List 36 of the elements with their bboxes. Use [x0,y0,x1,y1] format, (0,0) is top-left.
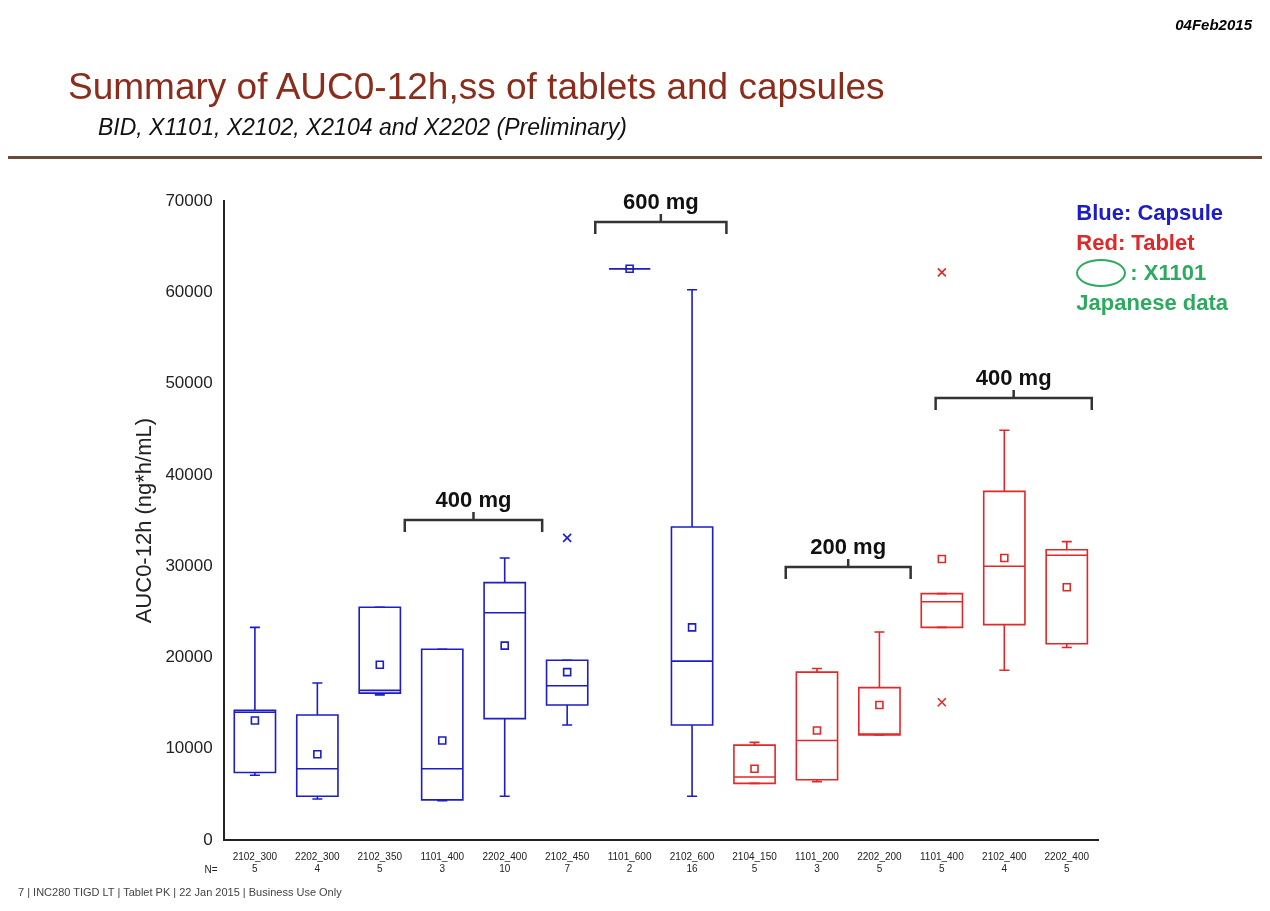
text: 04Feb2015 [1175,16,1252,33]
text: N= [204,863,218,875]
text: Red: Tablet [1076,229,1196,257]
annotation: 400 mg [435,487,512,513]
x-tick-label: 2202_400 5 [1044,850,1090,874]
annotation: Japanese data [1076,289,1228,317]
x-tick-label: 1101_200 3 [795,850,840,874]
y-tick-label: 50000 [165,373,213,393]
x-tick-label: 2202_200 5 [857,850,903,874]
y-tick-label: 0 [203,829,213,849]
x-tick-label: 2102_450 7 [544,850,590,874]
annotation: 400 mg [975,365,1052,391]
x-tick-label: 1101_400 3 [420,850,465,874]
y-axis-title: AUC0-12h (ng*h/mL) [131,417,157,624]
y-tick-label: 20000 [165,647,213,667]
x-tick-label: 2102_600 16 [669,850,715,874]
chart-title: Summary of AUC0-12h,ss of tablets and capsules [68,66,885,108]
text: Blue: Capsule [1076,199,1225,227]
x-tick-label: 2102_350 5 [357,850,403,874]
y-tick-label: 70000 [165,190,213,210]
x-tick-label: 2102_300 5 [232,850,278,874]
chart-subtitle: BID, X1101, X2102, X2104 and X2202 (Preliminary) [98,114,627,141]
annotation: 200 mg [810,534,887,560]
x-tick-label: 2202_300 4 [295,850,341,874]
y-tick-label: 60000 [165,282,213,302]
annotation: 600 mg [622,189,699,215]
y-tick-label: 30000 [165,555,213,575]
x-tick-label: 2202_400 10 [482,850,528,874]
text: : X1101 [1130,259,1207,287]
text: 7 | INC280 TIGD LT | Tablet PK | 22 Jan 2015 | Business Use Only [18,886,342,898]
y-tick-label: 10000 [165,738,213,758]
y-tick-label: 40000 [165,464,213,484]
x-tick-label: 2104_150 5 [732,850,778,874]
x-tick-label: 2102_400 4 [982,850,1027,874]
x-tick-label: 1101_600 2 [607,850,652,874]
x-tick-label: 1101_400 5 [920,850,965,874]
